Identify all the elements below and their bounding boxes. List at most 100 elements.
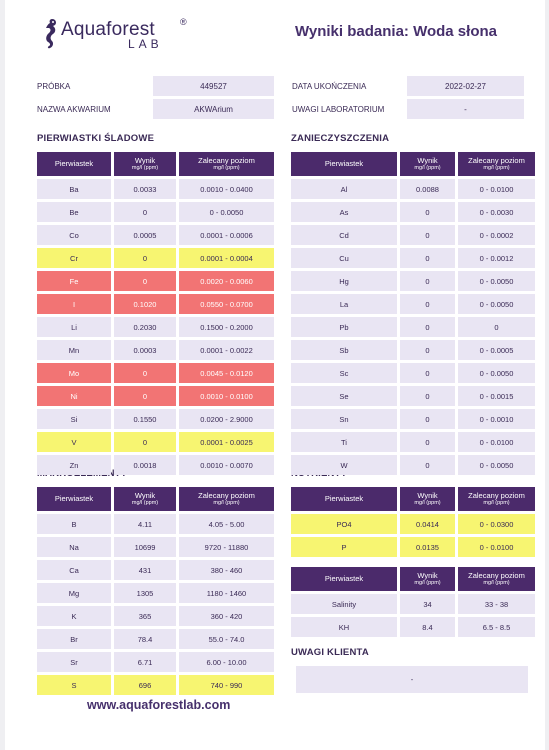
table-row: P 0.0135 0 - 0.0100 xyxy=(291,537,535,557)
header-result-label: Wynik xyxy=(134,155,156,165)
recommended-cell: 380 - 460 xyxy=(179,560,274,580)
recommended-cell: 4.05 - 5.00 xyxy=(179,514,274,534)
element-cell: Ca xyxy=(37,560,111,580)
header-result-unit: mg/l (ppm) xyxy=(414,500,441,507)
date-label: DATA UKOŃCZENIA xyxy=(292,82,367,91)
date-value: 2022-02-27 xyxy=(407,76,524,96)
element-cell: Mg xyxy=(37,583,111,603)
header-recommended-unit: mg/l (ppm) xyxy=(483,165,510,172)
recommended-cell: 0 xyxy=(458,317,535,337)
seahorse-icon xyxy=(46,19,56,49)
header-recommended: Zalecany poziom mg/l (ppm) xyxy=(179,152,274,176)
table-row: S 696 740 - 990 xyxy=(37,675,274,695)
lab-notes-label: UWAGI LABORATORIUM xyxy=(292,105,385,114)
table-header: Pierwiastek Wynik mg/l (ppm) Zalecany pozio… xyxy=(37,152,274,176)
header-recommended-unit: mg/l (ppm) xyxy=(483,580,510,587)
recommended-cell: 0.0045 - 0.0120 xyxy=(179,363,274,383)
table-row: Ti 0 0 - 0.0100 xyxy=(291,432,535,452)
header-result-unit: mg/l (ppm) xyxy=(131,165,159,172)
table-row: V 0 0.0001 - 0.0025 xyxy=(37,432,274,452)
table-row: Sc 0 0 - 0.0050 xyxy=(291,363,535,383)
table-row: Se 0 0 - 0.0015 xyxy=(291,386,535,406)
header-element: Pierwiastek xyxy=(37,487,111,511)
recommended-cell: 0 - 0.0300 xyxy=(458,514,535,534)
recommended-cell: 9720 - 11880 xyxy=(179,537,274,557)
element-cell: Sn xyxy=(291,409,397,429)
element-cell: B xyxy=(37,514,111,534)
result-cell: 0.1550 xyxy=(114,409,176,429)
header-recommended: Zalecany poziom mg/l (ppm) xyxy=(458,567,535,591)
table-row: Mn 0.0003 0.0001 - 0.0022 xyxy=(37,340,274,360)
element-cell: Zn xyxy=(37,455,111,475)
result-cell: 431 xyxy=(114,560,176,580)
recommended-cell: 0 - 0.0100 xyxy=(458,179,535,199)
table-row: Li 0.2030 0.1500 - 0.2000 xyxy=(37,317,274,337)
table-row: Cd 0 0 - 0.0002 xyxy=(291,225,535,245)
table-row: Fe 0 0.0020 - 0.0060 xyxy=(37,271,274,291)
recommended-cell: 6.5 - 8.5 xyxy=(458,617,535,637)
result-cell: 0.0088 xyxy=(400,179,455,199)
element-cell: Cd xyxy=(291,225,397,245)
element-cell: W xyxy=(291,455,397,475)
header-recommended-label: Zalecany poziom xyxy=(198,490,255,500)
table-row: Be 0 0 - 0.0050 xyxy=(37,202,274,222)
header-recommended-label: Zalecany poziom xyxy=(468,490,525,500)
header-result-label: Wynik xyxy=(134,490,156,500)
table-row: Na 10699 9720 - 11880 xyxy=(37,537,274,557)
aquaforest-logo: Aquaforest ® LAB xyxy=(41,17,201,53)
element-cell: Co xyxy=(37,225,111,245)
table-row: Cr 0 0.0001 - 0.0004 xyxy=(37,248,274,268)
logo-brand: Aquaforest xyxy=(61,19,155,40)
table-row: As 0 0 - 0.0030 xyxy=(291,202,535,222)
page-title: Wyniki badania: Woda słona xyxy=(295,23,497,40)
result-cell: 0.0033 xyxy=(114,179,176,199)
recommended-cell: 0 - 0.0050 xyxy=(458,271,535,291)
result-cell: 0.0003 xyxy=(114,340,176,360)
recommended-cell: 0.0020 - 0.0060 xyxy=(179,271,274,291)
element-cell: Cr xyxy=(37,248,111,268)
table-row: Mg 1305 1180 - 1460 xyxy=(37,583,274,603)
recommended-cell: 6.00 - 10.00 xyxy=(179,652,274,672)
contaminants-title: ZANIECZYSZCZENIA xyxy=(291,133,390,144)
sample-label: PRÓBKA xyxy=(37,82,71,91)
element-cell: La xyxy=(291,294,397,314)
header-recommended-unit: mg/l (ppm) xyxy=(213,500,240,507)
table-row: Ba 0.0033 0.0010 - 0.0400 xyxy=(37,179,274,199)
element-cell: Se xyxy=(291,386,397,406)
recommended-cell: 55.0 - 74.0 xyxy=(179,629,274,649)
footer-website-link[interactable]: www.aquaforestlab.com xyxy=(87,698,231,712)
result-cell: 0 xyxy=(400,317,455,337)
result-cell: 0 xyxy=(400,271,455,291)
element-cell: K xyxy=(37,606,111,626)
table-row: KH 8.4 6.5 - 8.5 xyxy=(291,617,535,637)
element-cell: V xyxy=(37,432,111,452)
recommended-cell: 360 - 420 xyxy=(179,606,274,626)
header-recommended: Zalecany poziom mg/l (ppm) xyxy=(458,152,535,176)
recommended-cell: 0 - 0.0100 xyxy=(458,537,535,557)
header-result: Wynik mg/l (ppm) xyxy=(400,487,455,511)
table-row: Sr 6.71 6.00 - 10.00 xyxy=(37,652,274,672)
header-result-unit: mg/l (ppm) xyxy=(131,500,159,507)
result-cell: 0 xyxy=(400,340,455,360)
header-element: Pierwiastek xyxy=(291,152,397,176)
recommended-cell: 0 - 0.0015 xyxy=(458,386,535,406)
recommended-cell: 0 - 0.0050 xyxy=(458,294,535,314)
result-cell: 1305 xyxy=(114,583,176,603)
header-recommended-unit: mg/l (ppm) xyxy=(483,500,510,507)
header-recommended-unit: mg/l (ppm) xyxy=(213,165,240,172)
element-cell: Salinity xyxy=(291,594,397,614)
element-cell: PO4 xyxy=(291,514,397,534)
result-cell: 0 xyxy=(400,202,455,222)
recommended-cell: 0 - 0.0050 xyxy=(179,202,274,222)
result-cell: 0 xyxy=(114,202,176,222)
element-cell: Cu xyxy=(291,248,397,268)
table-row: Pb 0 0 xyxy=(291,317,535,337)
nutrients-table: Pierwiastek Wynik mg/l (ppm) Zalecany pozio… xyxy=(291,487,535,560)
table-row: Al 0.0088 0 - 0.0100 xyxy=(291,179,535,199)
header-result-label: Wynik xyxy=(417,490,438,500)
result-cell: 4.11 xyxy=(114,514,176,534)
element-cell: Mn xyxy=(37,340,111,360)
header-recommended: Zalecany poziom mg/l (ppm) xyxy=(458,487,535,511)
header-result-label: Wynik xyxy=(417,155,438,165)
